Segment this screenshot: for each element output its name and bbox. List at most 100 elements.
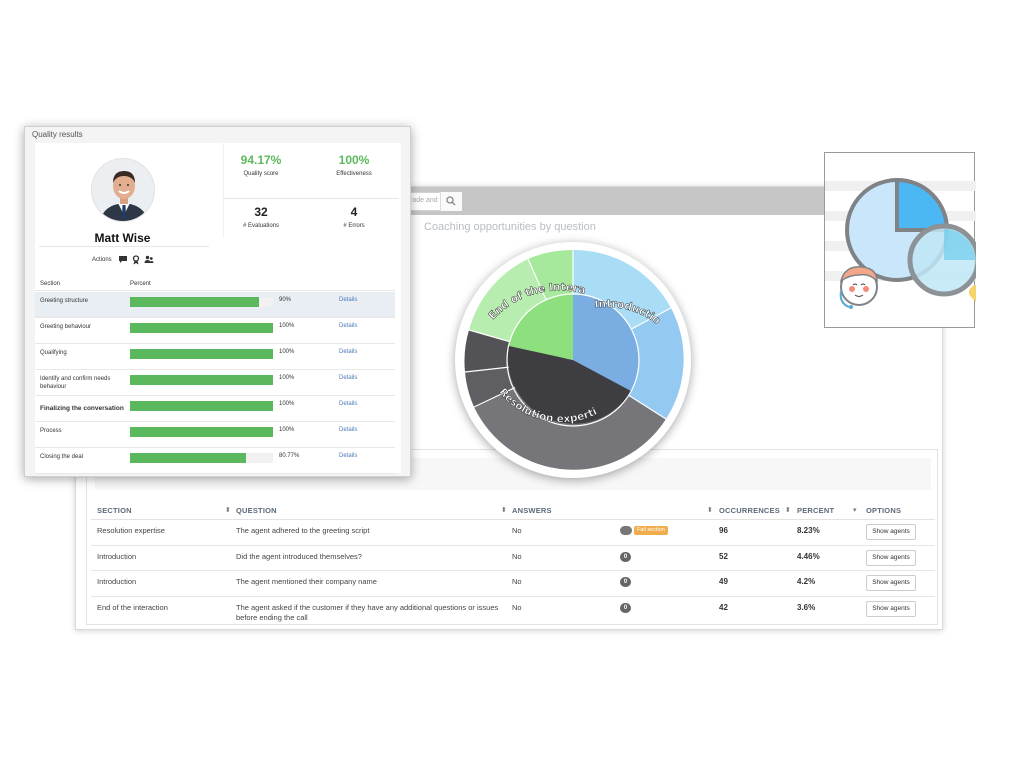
inner-segment-resolution <box>507 346 631 424</box>
sort-icon[interactable]: ⬍ <box>785 507 791 514</box>
users-icon[interactable] <box>144 255 154 264</box>
coaching-table-panel: SECTION ⬍ QUESTION ⬍ ANSWERS ⬍ OCCURRENC… <box>86 449 938 625</box>
section-row: Closing the deal 80.77% Details <box>35 448 395 474</box>
sort-icon[interactable]: ⬍ <box>501 507 507 514</box>
col-occurrences[interactable]: OCCURRENCES <box>719 506 780 515</box>
table-header: SECTION ⬍ QUESTION ⬍ ANSWERS ⬍ OCCURRENC… <box>91 502 935 520</box>
col-question[interactable]: QUESTION <box>236 506 277 515</box>
effectiveness-value: 100% <box>338 153 370 167</box>
inner-segment-end <box>509 294 573 360</box>
section-percent: 100% <box>279 401 295 407</box>
award-icon[interactable] <box>132 255 140 265</box>
col-section[interactable]: SECTION <box>97 506 132 515</box>
section-name: Finalizing the conversation <box>40 405 124 412</box>
section-percent: 90% <box>279 297 292 303</box>
mascot-icon <box>839 266 878 309</box>
row-occurrences: 42 <box>719 602 728 612</box>
section-row: Greeting structure 90% Details <box>35 292 395 318</box>
section-name: Greeting behaviour <box>40 324 92 330</box>
row-percent: 4.46% <box>797 551 820 561</box>
progress-bar <box>130 453 273 463</box>
col-answers[interactable]: ANSWERS <box>512 506 552 515</box>
sort-icon[interactable]: ⬍ <box>707 507 713 514</box>
details-link[interactable]: Details <box>339 453 358 459</box>
sort-desc-icon[interactable]: ▾ <box>853 507 857 514</box>
actions-label: Actions <box>92 257 112 263</box>
search-icon <box>446 196 456 206</box>
section-percent: 100% <box>279 323 295 329</box>
sort-icon[interactable]: ⬍ <box>225 507 231 514</box>
section-name: Qualifying <box>40 350 67 356</box>
row-question: The agent asked if the customer if they … <box>236 602 499 622</box>
row-percent: 3.6% <box>797 602 816 612</box>
table-row: Introduction The agent mentioned their c… <box>91 571 935 597</box>
section-percent: 80.77% <box>279 453 300 459</box>
progress-bar <box>130 375 273 385</box>
details-link[interactable]: Details <box>339 297 358 303</box>
row-answer: No <box>512 551 522 561</box>
row-answer: No <box>512 602 522 612</box>
quality-results-title: Quality results <box>32 130 83 139</box>
section-name: Identify and confirm needs behaviour <box>40 376 111 390</box>
section-percent: 100% <box>279 349 295 355</box>
quality-score-value: 94.17% <box>240 153 282 167</box>
row-answer: No <box>512 526 522 535</box>
search-button[interactable] <box>440 192 462 211</box>
magnifier-icon <box>907 223 996 312</box>
quality-score-label: Quality score <box>243 171 279 177</box>
details-link[interactable]: Details <box>339 401 358 407</box>
progress-bar <box>130 349 273 359</box>
count-badge: 0 <box>620 551 631 562</box>
section-row: Identify and confirm needs behaviour 100… <box>35 370 395 396</box>
inner-segment-introduction <box>573 294 639 391</box>
row-percent: 8.23% <box>797 526 820 535</box>
section-row: Finalizing the conversation 100% Details <box>35 396 395 422</box>
quality-results-card: Quality results Matt Wise Actions <box>24 126 411 477</box>
row-question: Did the agent introduced themselves? <box>236 551 362 561</box>
section-row: Process 100% Details <box>35 422 395 448</box>
section-row: Qualifying 100% Details <box>35 344 395 370</box>
row-question: The agent mentioned their company name <box>236 577 377 586</box>
details-link[interactable]: Details <box>339 375 358 381</box>
row-occurrences: 52 <box>719 551 728 561</box>
divider <box>35 290 395 291</box>
evaluations-label: # Evaluations <box>242 223 280 229</box>
count-badge: 0 <box>620 577 631 587</box>
show-agents-button[interactable]: Show agents <box>866 575 916 591</box>
details-link[interactable]: Details <box>339 323 358 329</box>
row-section: End of the interaction <box>97 602 168 612</box>
sunburst-chart: End of the Interaction Introduction Reso… <box>451 233 684 470</box>
details-link[interactable]: Details <box>339 427 358 433</box>
divider <box>223 198 399 199</box>
progress-bar <box>130 401 273 411</box>
percent-column-header: Percent <box>130 281 151 287</box>
details-link[interactable]: Details <box>339 349 358 355</box>
section-row: Greeting behaviour 100% Details <box>35 318 395 344</box>
avatar <box>91 158 155 222</box>
show-agents-button[interactable]: Show agents <box>866 600 916 617</box>
agent-name: Matt Wise <box>94 231 151 245</box>
section-name: Closing the deal <box>40 454 84 460</box>
donut-magnifier: End of the Interaction Introduction Reso… <box>451 233 691 478</box>
show-agents-button[interactable]: Show agents <box>866 549 916 566</box>
section-name: Process <box>40 428 62 434</box>
row-question: The agent adhered to the greeting script <box>236 526 370 535</box>
progress-bar <box>130 297 273 307</box>
progress-bar <box>130 427 273 437</box>
section-percent: 100% <box>279 427 295 433</box>
progress-fill <box>130 349 273 359</box>
errors-label: # Errors <box>343 223 365 229</box>
show-agents-button[interactable]: Show agents <box>866 524 916 540</box>
divider <box>223 143 224 238</box>
fail-section-badge: Fail section <box>634 526 668 535</box>
progress-fill <box>130 401 273 411</box>
count-badge: 0 <box>620 602 631 613</box>
col-percent[interactable]: PERCENT <box>797 506 835 515</box>
row-percent: 4.2% <box>797 577 816 586</box>
agent-photo <box>92 159 154 221</box>
comment-icon[interactable] <box>118 255 128 264</box>
table-row: End of the interaction The agent asked i… <box>91 597 935 623</box>
row-section: Introduction <box>97 551 137 561</box>
table-row: Introduction Did the agent introduced th… <box>91 546 935 571</box>
effectiveness-metric: 100% Effectiveness <box>314 153 394 177</box>
